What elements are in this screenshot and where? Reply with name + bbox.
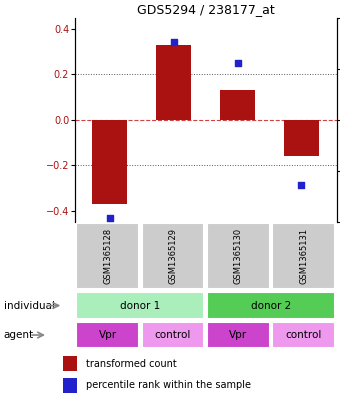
Text: control: control xyxy=(155,330,191,340)
Bar xyxy=(207,223,270,289)
Text: GSM1365128: GSM1365128 xyxy=(103,228,112,285)
Text: percentile rank within the sample: percentile rank within the sample xyxy=(86,380,251,391)
Bar xyxy=(141,223,204,289)
Text: Vpr: Vpr xyxy=(230,330,248,340)
Title: GDS5294 / 238177_at: GDS5294 / 238177_at xyxy=(137,4,275,17)
Text: Vpr: Vpr xyxy=(99,330,117,340)
Point xyxy=(171,39,176,45)
Bar xyxy=(156,45,191,120)
Bar xyxy=(284,120,319,156)
Bar xyxy=(63,378,77,393)
Bar xyxy=(63,356,77,371)
Text: GSM1365129: GSM1365129 xyxy=(169,228,177,285)
Bar xyxy=(141,322,204,348)
Bar xyxy=(272,322,335,348)
Point xyxy=(299,182,304,188)
Text: transformed count: transformed count xyxy=(86,359,176,369)
Bar xyxy=(272,223,335,289)
Bar xyxy=(207,322,270,348)
Point xyxy=(107,215,113,221)
Bar xyxy=(76,292,204,319)
Bar xyxy=(220,90,255,120)
Bar xyxy=(76,223,139,289)
Text: GSM1365130: GSM1365130 xyxy=(234,228,243,285)
Text: GSM1365131: GSM1365131 xyxy=(300,228,308,285)
Text: donor 2: donor 2 xyxy=(251,301,291,310)
Point xyxy=(235,59,240,66)
Text: donor 1: donor 1 xyxy=(120,301,160,310)
Text: agent: agent xyxy=(4,330,34,340)
Text: individual: individual xyxy=(4,301,55,310)
Bar xyxy=(207,292,335,319)
Bar xyxy=(92,120,128,204)
Text: control: control xyxy=(286,330,322,340)
Bar xyxy=(76,322,139,348)
